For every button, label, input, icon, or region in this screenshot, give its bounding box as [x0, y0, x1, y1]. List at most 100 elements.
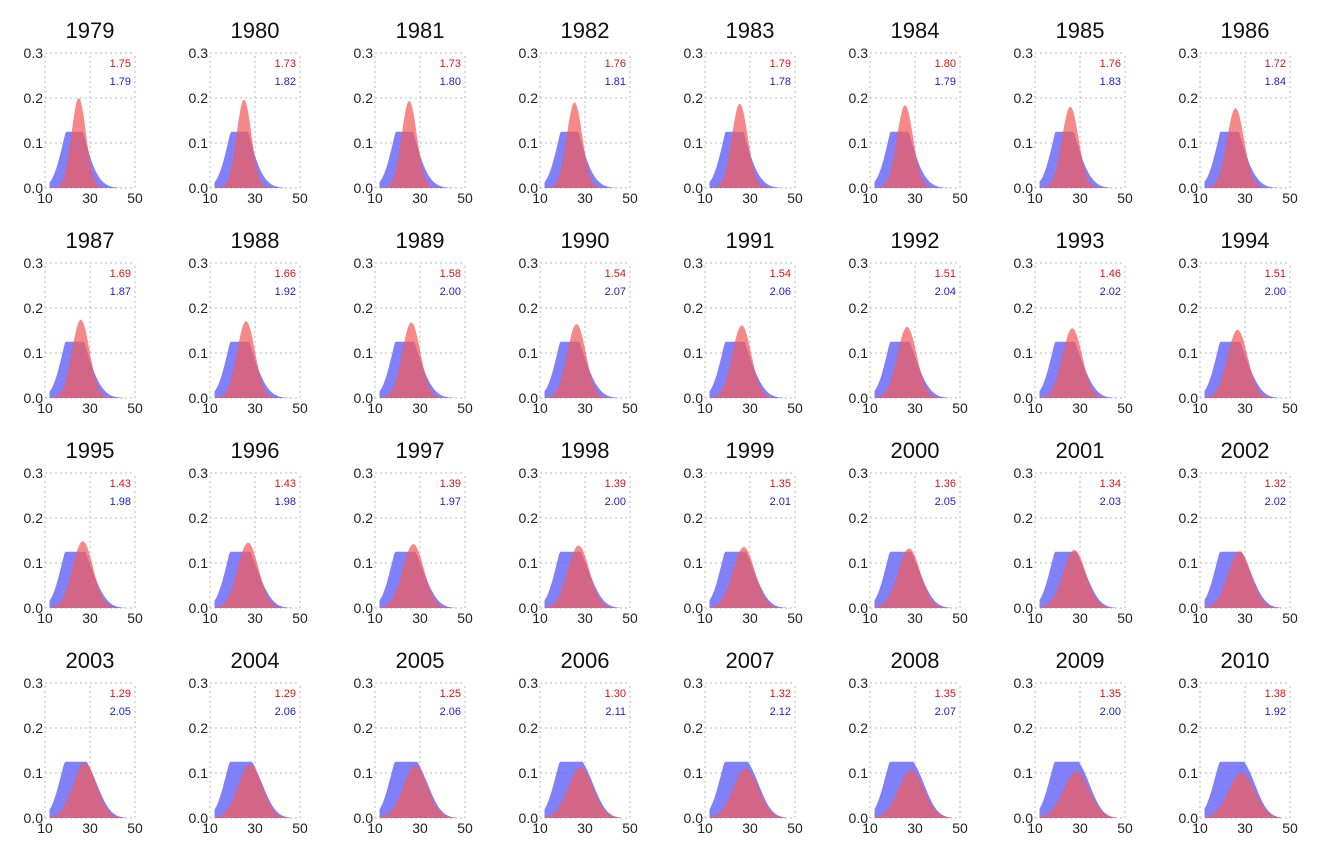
blue-stat-label: 1.79: [110, 76, 131, 88]
y-tick-label: 0.3: [519, 675, 539, 691]
x-tick-label: 30: [1072, 190, 1088, 206]
x-tick-label: 50: [1282, 610, 1298, 626]
red-density-area: [874, 770, 951, 818]
y-tick-label: 0.3: [24, 675, 44, 691]
x-tick-label: 10: [1027, 400, 1043, 416]
panel-title: 2005: [396, 648, 445, 673]
y-tick-label: 0.1: [1179, 555, 1199, 571]
panel-title: 2001: [1056, 438, 1105, 463]
red-stat-label: 1.29: [275, 688, 296, 700]
blue-stat-label: 2.00: [1100, 706, 1121, 718]
y-tick-label: 0.3: [24, 45, 44, 61]
red-stat-label: 1.54: [605, 268, 626, 280]
panel-plot: 1979 0.0 0.1 0.2 0.3 10 30 50 1.75 1.79: [24, 18, 143, 206]
y-tick-label: 0.1: [354, 765, 374, 781]
blue-stat-label: 2.12: [770, 706, 791, 718]
red-stat-label: 1.32: [770, 688, 791, 700]
red-density-area: [379, 101, 456, 188]
y-tick-label: 0.2: [1014, 90, 1034, 106]
y-tick-label: 0.0: [1179, 390, 1199, 406]
blue-stat-label: 1.92: [275, 286, 296, 298]
x-tick-label: 30: [247, 190, 263, 206]
panel-1994: 1994 0.0 0.1 0.2 0.3 10 30 50 1.51 2.00: [1165, 220, 1325, 420]
panel-title: 1990: [561, 228, 610, 253]
red-stat-label: 1.32: [1265, 478, 1286, 490]
panel-2001: 2001 0.0 0.1 0.2 0.3 10 30 50 1.34 2.03: [1000, 430, 1160, 630]
x-tick-label: 50: [1282, 400, 1298, 416]
red-density-area: [1039, 549, 1116, 608]
red-density-area: [1039, 106, 1116, 188]
panel-title: 1979: [66, 18, 115, 43]
blue-stat-label: 2.03: [1100, 496, 1121, 508]
panel-plot: 1986 0.0 0.1 0.2 0.3 10 30 50 1.72 1.84: [1179, 18, 1298, 206]
blue-stat-label: 1.84: [1265, 76, 1286, 88]
y-tick-label: 0.2: [1014, 510, 1034, 526]
x-tick-label: 30: [1237, 820, 1253, 836]
y-tick-label: 0.1: [24, 135, 44, 151]
x-tick-label: 10: [1192, 190, 1208, 206]
blue-stat-label: 1.80: [440, 76, 461, 88]
red-density-area: [1039, 328, 1116, 398]
y-tick-label: 0.3: [24, 255, 44, 271]
panel-plot: 2008 0.0 0.1 0.2 0.3 10 30 50 1.35 2.07: [849, 648, 968, 836]
panel-plot: 1984 0.0 0.1 0.2 0.3 10 30 50 1.80 1.79: [849, 18, 968, 206]
panel-2010: 2010 0.0 0.1 0.2 0.3 10 30 50 1.38 1.92: [1165, 640, 1325, 840]
y-tick-label: 0.2: [849, 90, 869, 106]
x-tick-label: 30: [1072, 610, 1088, 626]
red-density-area: [214, 99, 291, 188]
y-tick-label: 0.0: [189, 180, 209, 196]
y-tick-label: 0.3: [354, 675, 374, 691]
y-tick-label: 0.1: [189, 555, 209, 571]
x-tick-label: 50: [1117, 820, 1133, 836]
red-density-area: [379, 322, 456, 398]
panel-title: 2002: [1221, 438, 1270, 463]
panel-plot: 2000 0.0 0.1 0.2 0.3 10 30 50 1.36 2.05: [849, 438, 968, 626]
blue-stat-label: 1.92: [1265, 706, 1286, 718]
red-density-area: [709, 768, 786, 818]
blue-stat-label: 2.00: [440, 286, 461, 298]
y-tick-label: 0.2: [1179, 510, 1199, 526]
y-tick-label: 0.0: [354, 180, 374, 196]
panel-title: 2009: [1056, 648, 1105, 673]
x-tick-label: 10: [1192, 400, 1208, 416]
y-tick-label: 0.3: [849, 465, 869, 481]
red-density-area: [49, 541, 126, 608]
y-tick-label: 0.2: [849, 300, 869, 316]
y-tick-label: 0.1: [1179, 345, 1199, 361]
y-tick-label: 0.0: [189, 600, 209, 616]
red-density-area: [1204, 108, 1281, 188]
panel-1998: 1998 0.0 0.1 0.2 0.3 10 30 50 1.39 2.00: [505, 430, 665, 630]
x-tick-label: 10: [697, 190, 713, 206]
y-tick-label: 0.2: [849, 510, 869, 526]
x-tick-label: 50: [787, 190, 803, 206]
x-tick-label: 50: [1282, 820, 1298, 836]
panel-plot: 1992 0.0 0.1 0.2 0.3 10 30 50 1.51 2.04: [849, 228, 968, 416]
panel-1983: 1983 0.0 0.1 0.2 0.3 10 30 50 1.79 1.78: [670, 10, 830, 210]
red-stat-label: 1.72: [1265, 58, 1286, 70]
y-tick-label: 0.3: [684, 255, 704, 271]
red-density-area: [49, 762, 126, 818]
y-tick-label: 0.1: [519, 555, 539, 571]
panel-title: 2003: [66, 648, 115, 673]
panel-plot: 1998 0.0 0.1 0.2 0.3 10 30 50 1.39 2.00: [519, 438, 638, 626]
x-tick-label: 10: [532, 400, 548, 416]
panel-1990: 1990 0.0 0.1 0.2 0.3 10 30 50 1.54 2.07: [505, 220, 665, 420]
red-stat-label: 1.54: [770, 268, 791, 280]
y-tick-label: 0.1: [24, 345, 44, 361]
red-stat-label: 1.75: [110, 58, 131, 70]
y-tick-label: 0.0: [684, 810, 704, 826]
y-tick-label: 0.0: [354, 390, 374, 406]
blue-stat-label: 2.01: [770, 496, 791, 508]
panel-title: 1986: [1221, 18, 1270, 43]
x-tick-label: 50: [1117, 400, 1133, 416]
x-tick-label: 50: [952, 400, 968, 416]
red-stat-label: 1.73: [275, 58, 296, 70]
panel-title: 1984: [891, 18, 940, 43]
panel-plot: 1991 0.0 0.1 0.2 0.3 10 30 50 1.54 2.06: [684, 228, 803, 416]
y-tick-label: 0.0: [684, 180, 704, 196]
panel-2004: 2004 0.0 0.1 0.2 0.3 10 30 50 1.29 2.06: [175, 640, 335, 840]
y-tick-label: 0.0: [24, 600, 44, 616]
panel-plot: 1985 0.0 0.1 0.2 0.3 10 30 50 1.76 1.83: [1014, 18, 1133, 206]
red-stat-label: 1.29: [110, 688, 131, 700]
x-tick-label: 10: [37, 610, 53, 626]
